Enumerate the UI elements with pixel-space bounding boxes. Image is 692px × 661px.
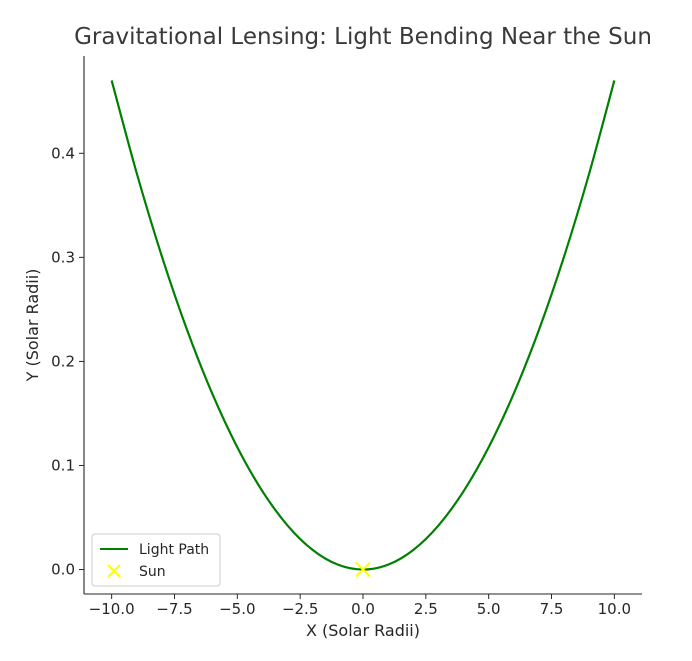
x-tick-label: 2.5 [414, 600, 438, 618]
y-tick-label: 0.4 [51, 144, 75, 162]
y-ticks: 0.0 0.1 0.2 0.3 0.4 [51, 144, 84, 579]
legend-label-sun: Sun [139, 564, 166, 580]
y-tick-label: 0.0 [51, 561, 75, 579]
x-tick-label: 0.0 [351, 600, 375, 618]
y-tick-label: 0.3 [51, 248, 75, 266]
x-tick-label: −10.0 [89, 600, 135, 618]
legend-label-light-path: Light Path [139, 542, 209, 558]
sun-legend-x [107, 564, 121, 578]
x-axis-label: X (Solar Radii) [306, 621, 420, 640]
x-ticks: −10.0 −7.5 −5.0 −2.5 0.0 2.5 5.0 7.5 10.0 [89, 594, 631, 618]
y-axis-label: Y (Solar Radii) [23, 269, 42, 383]
x-tick-label: −2.5 [282, 600, 318, 618]
light-path-line [110, 80, 616, 571]
plot-area [110, 80, 616, 578]
y-tick-label: 0.1 [51, 456, 75, 474]
x-tick-label: 7.5 [540, 600, 564, 618]
chart-title: Gravitational Lensing: Light Bending Nea… [74, 24, 652, 50]
legend: Light Path Sun [91, 533, 221, 587]
x-tick-label: −7.5 [156, 600, 192, 618]
sun-marker [355, 561, 371, 578]
x-tick-label: 10.0 [598, 600, 631, 618]
x-tick-label: 5.0 [477, 600, 501, 618]
legend-swatch-sun [107, 564, 121, 578]
legend-box [91, 533, 221, 587]
x-tick-label: −5.0 [219, 600, 255, 618]
y-tick-label: 0.2 [51, 352, 75, 370]
